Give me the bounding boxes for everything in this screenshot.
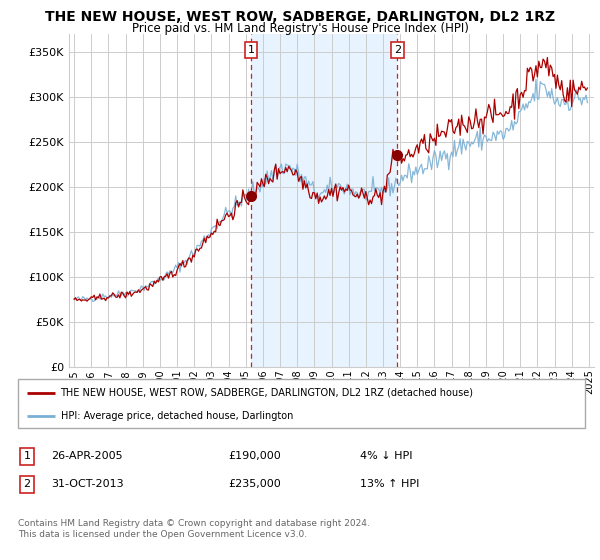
Text: 4% ↓ HPI: 4% ↓ HPI (360, 451, 413, 461)
Text: 1: 1 (23, 451, 31, 461)
Text: 2: 2 (394, 45, 401, 55)
Text: £235,000: £235,000 (228, 479, 281, 489)
Text: £190,000: £190,000 (228, 451, 281, 461)
Text: 13% ↑ HPI: 13% ↑ HPI (360, 479, 419, 489)
Bar (251, 34, 397, 367)
Text: 2: 2 (23, 479, 31, 489)
Text: THE NEW HOUSE, WEST ROW, SADBERGE, DARLINGTON, DL2 1RZ (detached house): THE NEW HOUSE, WEST ROW, SADBERGE, DARLI… (61, 388, 473, 398)
Text: THE NEW HOUSE, WEST ROW, SADBERGE, DARLINGTON, DL2 1RZ: THE NEW HOUSE, WEST ROW, SADBERGE, DARLI… (45, 10, 555, 24)
Text: Contains HM Land Registry data © Crown copyright and database right 2024.
This d: Contains HM Land Registry data © Crown c… (18, 519, 370, 539)
Text: HPI: Average price, detached house, Darlington: HPI: Average price, detached house, Darl… (61, 411, 293, 421)
Text: 1: 1 (248, 45, 255, 55)
Text: 26-APR-2005: 26-APR-2005 (51, 451, 122, 461)
Text: Price paid vs. HM Land Registry's House Price Index (HPI): Price paid vs. HM Land Registry's House … (131, 22, 469, 35)
Text: 31-OCT-2013: 31-OCT-2013 (51, 479, 124, 489)
